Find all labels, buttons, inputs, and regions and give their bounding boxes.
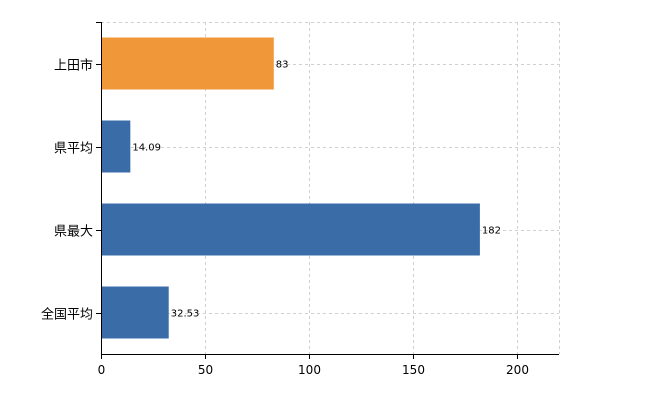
x-tick-label-0: 0: [98, 363, 106, 377]
data-label-1: 14.09: [132, 143, 161, 154]
category-label-1: 県平均: [54, 142, 93, 157]
x-tick-label-100: 100: [298, 363, 321, 377]
x-tick-label-150: 150: [402, 363, 425, 377]
data-label-2: 182: [482, 226, 501, 237]
x-tick-label-200: 200: [506, 363, 529, 377]
axes: [96, 22, 559, 359]
bar-1: [101, 120, 131, 173]
bars: [101, 37, 480, 339]
category-label-3: 全国平均: [41, 307, 93, 323]
bar-0: [101, 37, 274, 90]
data-label-0: 83: [276, 60, 289, 71]
bar-3: [101, 286, 169, 339]
category-label-2: 県最大: [54, 225, 93, 240]
data-label-3: 32.53: [171, 309, 200, 320]
x-tick-label-50: 50: [198, 363, 213, 377]
bar-2: [101, 203, 480, 256]
category-label-0: 上田市: [54, 58, 93, 74]
